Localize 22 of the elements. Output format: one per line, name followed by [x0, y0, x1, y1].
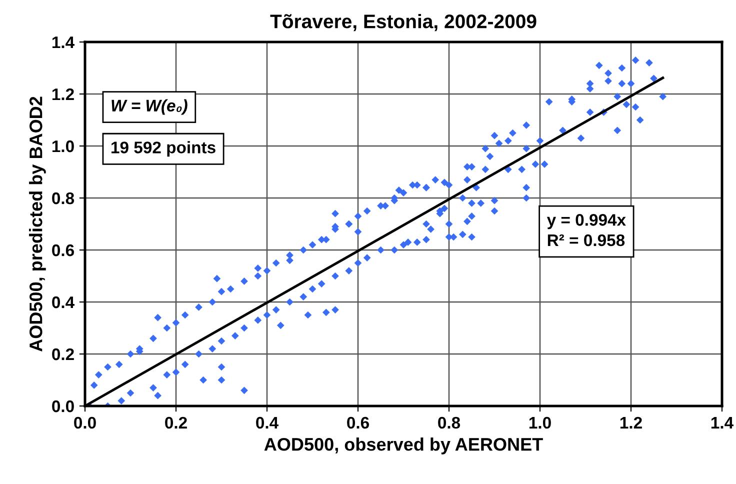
y-axis-title: AOD500, predicted by BAOD2 [29, 96, 46, 352]
x-tick-label: 0.0 [74, 416, 96, 429]
annotation: W = W(e₀) [112, 99, 188, 115]
x-tick-label: 0.4 [256, 416, 278, 429]
y-tick-label: 1.2 [52, 88, 74, 100]
annotation: 19 592 points [112, 141, 216, 157]
y-tick-label: 0.6 [52, 244, 74, 256]
y-tick-label: 1.0 [52, 140, 74, 152]
y-tick-label: 1.4 [52, 36, 74, 48]
x-tick-label: 1.2 [620, 416, 642, 428]
chart-title: Tõravere, Estonia, 2002-2009 [270, 14, 536, 32]
y-tick-label: 0.0 [52, 400, 74, 412]
x-tick-label: 0.8 [438, 416, 460, 429]
y-tick-label: 0.4 [52, 296, 74, 308]
x-tick-label: 0.6 [347, 416, 369, 429]
annotation: y = 0.994x R² = 0.958 [546, 214, 626, 246]
x-tick-label: 1.0 [529, 416, 551, 429]
y-tick-label: 0.8 [52, 192, 74, 204]
x-axis-title: AOD500, observed by AERONET [264, 438, 543, 454]
x-tick-label: 1.4 [711, 417, 734, 428]
y-tick-label: 0.2 [52, 348, 74, 360]
x-tick-label: 0.2 [165, 416, 187, 429]
